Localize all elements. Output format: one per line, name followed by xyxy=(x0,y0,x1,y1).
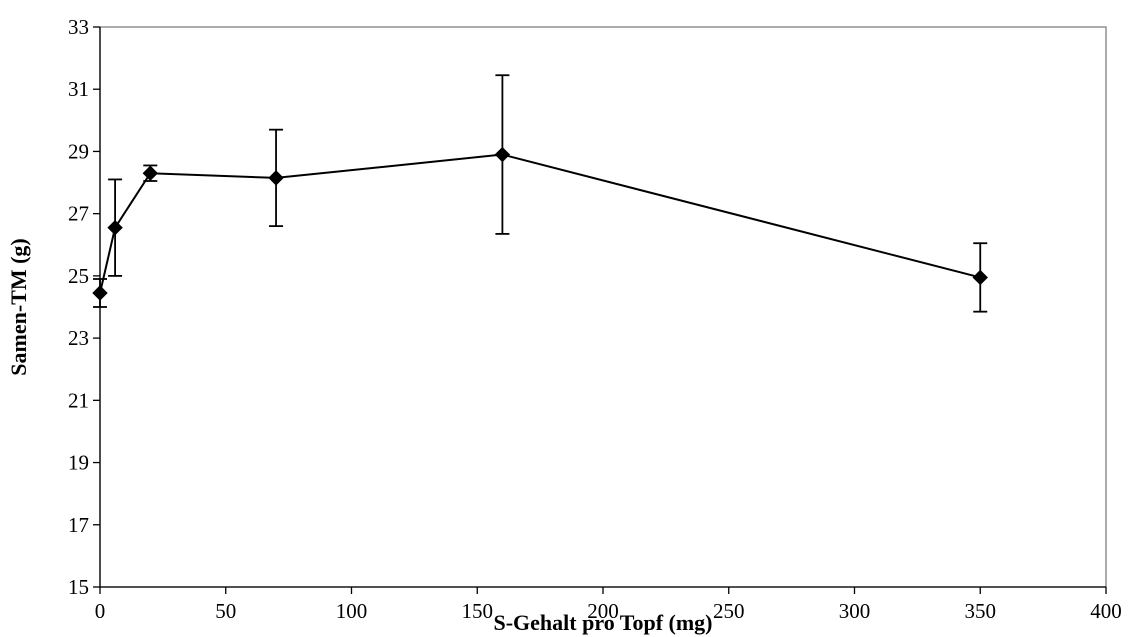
series-layer xyxy=(92,74,988,313)
x-tick-label: 150 xyxy=(462,599,494,623)
y-tick-label: 33 xyxy=(68,15,89,39)
y-tick-label: 17 xyxy=(68,513,89,537)
x-tick-label: 250 xyxy=(713,599,745,623)
series-line xyxy=(99,153,981,294)
y-tick-label: 31 xyxy=(68,77,89,101)
y-tick-label: 23 xyxy=(68,326,89,350)
x-tick-label: 50 xyxy=(215,599,236,623)
data-point-marker xyxy=(268,170,284,186)
x-tick-label: 350 xyxy=(965,599,997,623)
x-tick-label: 0 xyxy=(95,599,106,623)
data-point-marker xyxy=(142,165,159,181)
y-tick-label: 25 xyxy=(68,264,89,288)
y-axis-title: Samen-TM (g) xyxy=(6,238,31,375)
x-tick-label: 300 xyxy=(839,599,871,623)
x-axis-title: S-Gehalt pro Topf (mg) xyxy=(493,610,712,635)
y-tick-label: 27 xyxy=(68,202,89,226)
y-tick-label: 19 xyxy=(68,451,89,475)
y-tick-label: 21 xyxy=(68,388,89,412)
x-tick-label: 400 xyxy=(1090,599,1122,623)
x-tick-label: 200 xyxy=(587,599,619,623)
x-tick-label: 100 xyxy=(336,599,368,623)
y-tick-label: 29 xyxy=(68,139,89,163)
data-point-marker xyxy=(92,285,108,301)
y-axis-ticks: 15 17 19 21 23 25 27 29 31 33 xyxy=(68,15,100,599)
data-point-marker xyxy=(972,269,988,286)
x-axis-ticks: 0 50 100 150 200 250 300 350 400 xyxy=(95,587,1122,623)
data-point-marker xyxy=(107,219,123,236)
plot-area-frame xyxy=(99,26,1107,588)
data-point-marker xyxy=(494,146,511,163)
y-tick-label: 15 xyxy=(68,575,89,599)
